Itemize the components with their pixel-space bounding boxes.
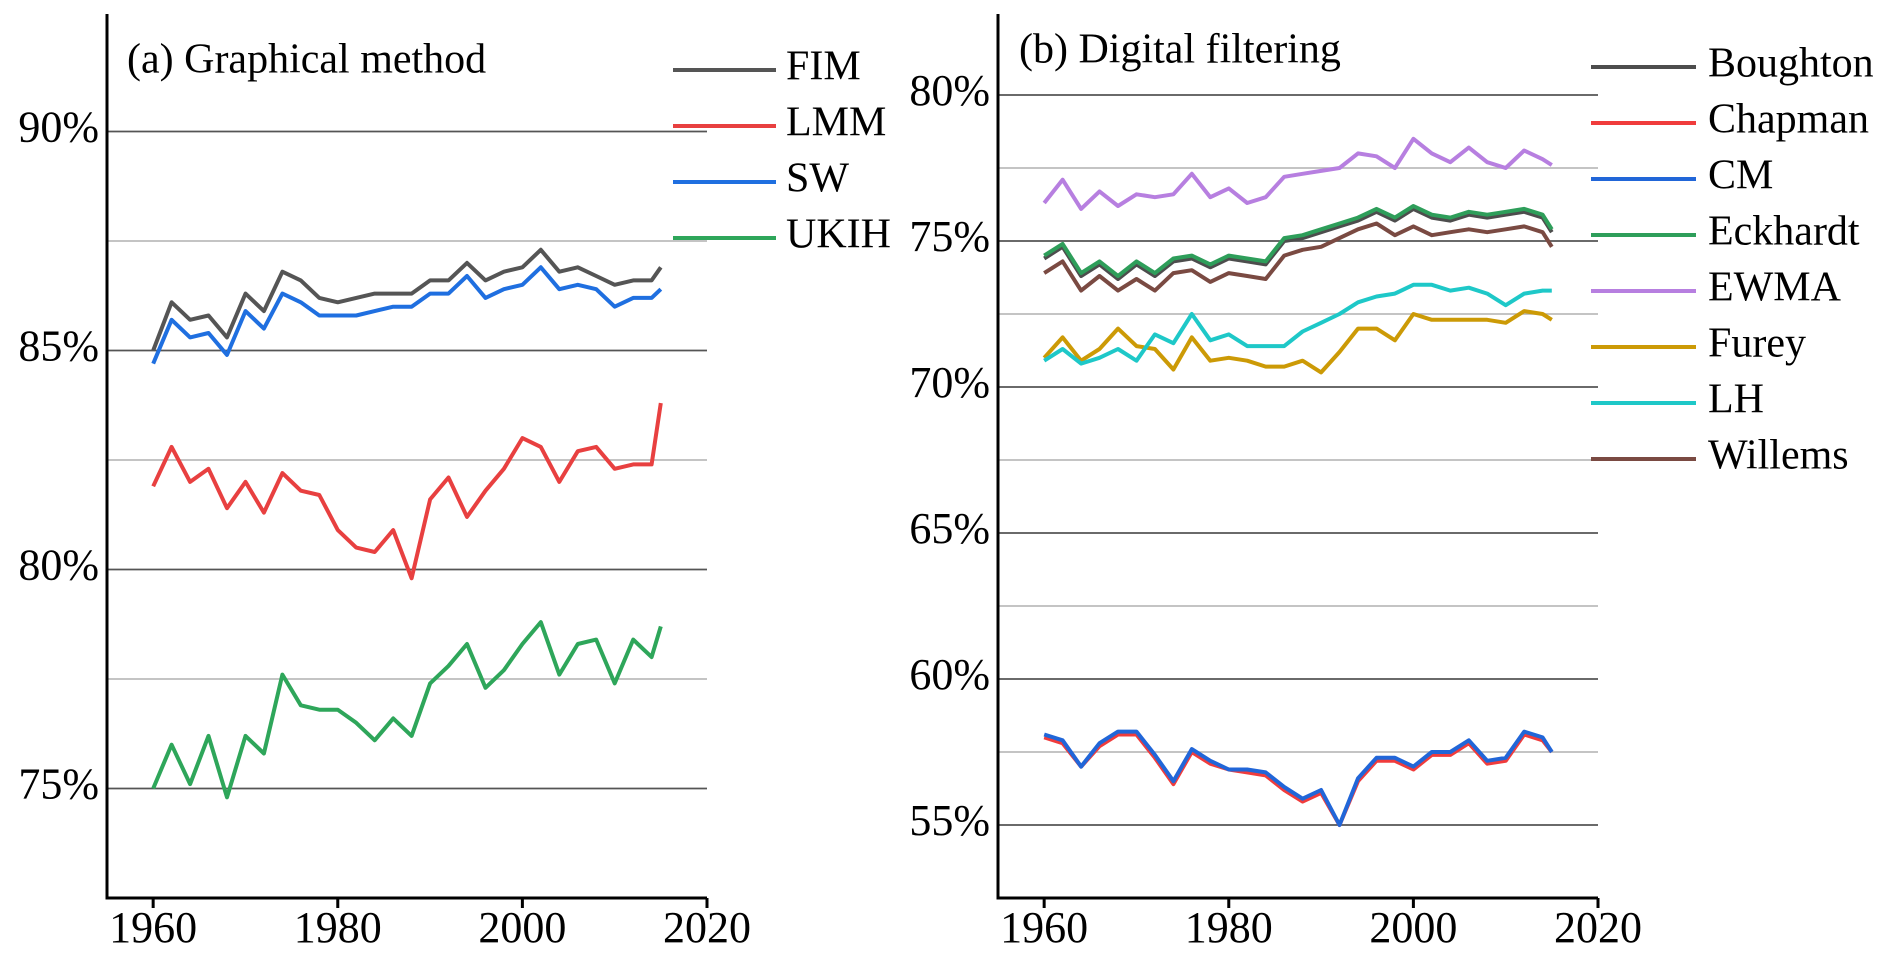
data-line bbox=[151, 247, 663, 352]
legend-label: CM bbox=[1708, 153, 1773, 199]
data-line bbox=[151, 402, 663, 581]
data-line bbox=[151, 620, 663, 800]
y-tick-label: 80% bbox=[909, 66, 990, 115]
data-line bbox=[1042, 309, 1553, 375]
legend-label: EWMA bbox=[1708, 265, 1842, 311]
x-tick-label: 1980 bbox=[294, 903, 382, 952]
legend-label: Chapman bbox=[1708, 97, 1869, 143]
y-tick-label: 90% bbox=[18, 103, 99, 152]
legend-label: FIM bbox=[786, 44, 861, 90]
x-tick-label: 1980 bbox=[1185, 903, 1273, 952]
y-tick-label: 75% bbox=[909, 212, 990, 261]
data-line bbox=[1043, 206, 1554, 281]
data-line bbox=[1043, 221, 1554, 293]
legend-label: Boughton bbox=[1708, 41, 1874, 87]
data-line bbox=[1042, 136, 1553, 211]
data-line bbox=[1043, 282, 1552, 366]
legend-label: LMM bbox=[786, 100, 886, 146]
data-line bbox=[151, 265, 663, 365]
x-tick-label: 2020 bbox=[1554, 903, 1642, 952]
data-line bbox=[1043, 729, 1554, 827]
data-line bbox=[1043, 204, 1554, 278]
x-tick-label: 2000 bbox=[478, 903, 566, 952]
x-tick-label: 1960 bbox=[1000, 903, 1088, 952]
y-tick-label: 80% bbox=[18, 541, 99, 590]
y-tick-label: 75% bbox=[18, 760, 99, 809]
legend-label: LH bbox=[1708, 377, 1764, 423]
y-tick-label: 85% bbox=[18, 322, 99, 371]
y-tick-label: 55% bbox=[909, 796, 990, 845]
chart-title: (b) Digital filtering bbox=[1019, 27, 1341, 73]
legend-label: UKIH bbox=[786, 212, 891, 258]
y-tick-label: 70% bbox=[909, 358, 990, 407]
x-tick-label: 2000 bbox=[1369, 903, 1457, 952]
legend-label: SW bbox=[786, 156, 849, 202]
legend-label: Furey bbox=[1708, 321, 1806, 367]
legend-label: Eckhardt bbox=[1708, 209, 1860, 255]
x-tick-label: 2020 bbox=[663, 903, 751, 952]
chart-title: (a) Graphical method bbox=[127, 37, 486, 83]
y-tick-label: 60% bbox=[909, 650, 990, 699]
y-tick-label: 65% bbox=[909, 504, 990, 553]
x-tick-label: 1960 bbox=[109, 903, 197, 952]
legend-label: Willems bbox=[1708, 433, 1849, 479]
